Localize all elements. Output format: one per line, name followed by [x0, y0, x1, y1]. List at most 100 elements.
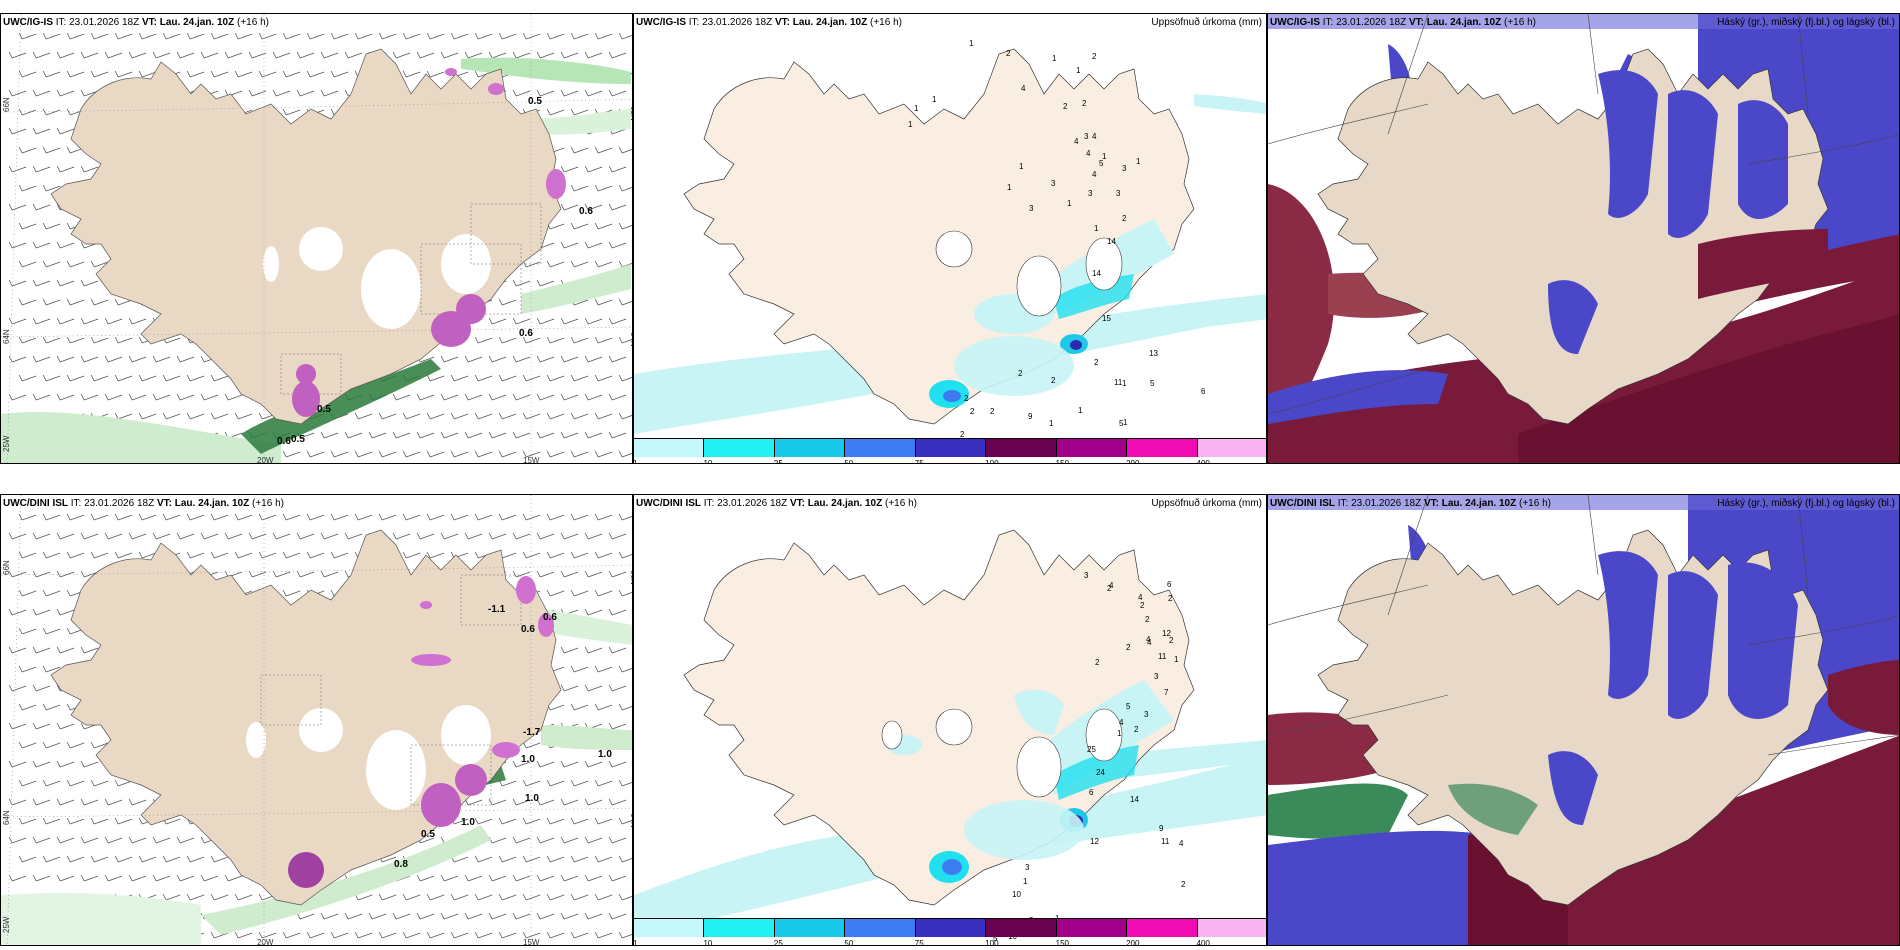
wind-barb [512, 51, 531, 59]
wind-barb [608, 646, 627, 654]
wind-barb [8, 760, 27, 768]
wind-barb [426, 551, 445, 559]
lon-label-20w: 20W [257, 938, 274, 946]
colorbar-tick-label: 1 [633, 459, 638, 464]
colorbar-tick-label: 75 [914, 459, 924, 464]
wind-barb [114, 779, 133, 787]
wind-barb [8, 608, 27, 616]
wind-barb [546, 551, 565, 559]
wind-barb [594, 513, 613, 521]
wind-barb [594, 336, 613, 344]
wind-barb [8, 836, 27, 844]
precip-value-label: 2 [1134, 725, 1139, 734]
wind-barb [8, 317, 27, 325]
wind-label: -1.7 [523, 727, 541, 738]
wind-barb [42, 741, 61, 749]
colorbar-tick-label: 50 [844, 459, 854, 464]
colorbar-tick-label: 50 [844, 939, 854, 946]
wind-barb [536, 393, 555, 401]
precip-value-label: 2 [960, 430, 965, 439]
wind-barb [296, 532, 315, 540]
wind-barb [66, 513, 85, 521]
wind-barb [608, 836, 627, 844]
wind-barb [210, 893, 229, 901]
precip-value-label: 6 [1201, 387, 1206, 396]
panel-cloud-dini: UWC/DINI ISL IT: 23.01.2026 18Z VT: Lau.… [1267, 494, 1900, 946]
wind-barb [114, 70, 133, 78]
wind-barb [608, 798, 627, 806]
wind-barb [56, 532, 75, 540]
wind-barb [272, 570, 291, 578]
wind-barb [18, 146, 37, 154]
wind-barb [584, 646, 603, 654]
wind-barb [320, 532, 339, 540]
precip-value-label: 1 [914, 104, 919, 113]
wind-barb [474, 817, 493, 825]
wind-label: -1.1 [488, 604, 506, 615]
wind-barb [56, 760, 75, 768]
wind-barb [18, 222, 37, 230]
precip-value-label: 2 [1140, 601, 1145, 610]
wind-barb [272, 89, 291, 97]
wind-barb [560, 317, 579, 325]
wind-barb [560, 836, 579, 844]
wind-barb [570, 336, 589, 344]
wind-barb [104, 798, 123, 806]
wind-barb [584, 393, 603, 401]
wind-barb [618, 412, 632, 420]
wind-barb [8, 393, 27, 401]
precip-value-label: 1 [908, 120, 913, 129]
wind-barb [104, 836, 123, 844]
wind-barb [570, 513, 589, 521]
wind-barb [32, 127, 51, 135]
wind-barb [426, 70, 445, 78]
colorbar-tick-label: 10 [703, 459, 713, 464]
wind-barb [8, 874, 27, 882]
precip-value-label: 2 [1018, 369, 1023, 378]
wind-barb [570, 32, 589, 40]
wind-barb [344, 51, 363, 59]
wind-barb [8, 89, 27, 97]
wind-barb [594, 260, 613, 268]
wind-barb [560, 760, 579, 768]
wind-barb [330, 70, 349, 78]
wind-barb [594, 703, 613, 711]
wind-barb [570, 146, 589, 154]
wind-barb [608, 89, 627, 97]
colorbar-tick-label: 400 [1196, 939, 1210, 946]
wind-barb [104, 393, 123, 401]
colorbar-swatch: 75 [915, 919, 987, 945]
wind-barb [536, 570, 555, 578]
colorbar-tick-label: 100 [985, 459, 999, 464]
wind-barb [306, 32, 325, 40]
panel-title-right: Háský (gr.), miðský (fj.bl.) og lágský (… [1717, 498, 1895, 509]
lat-label-66n-right: 66N [629, 106, 633, 121]
precip-value-label: 1 [1117, 729, 1122, 738]
wind-barb [522, 450, 541, 458]
wind-barb [618, 931, 632, 939]
wind-barb [608, 874, 627, 882]
wind-barb [42, 817, 61, 825]
wind-barb [618, 450, 632, 458]
wind-barb [474, 336, 493, 344]
panel-header: UWC/IG-IS IT: 23.01.2026 18Z VT: Lau. 24… [636, 17, 902, 28]
wind-barb [42, 108, 61, 116]
wind-barb [8, 722, 27, 730]
wind-barb [618, 184, 632, 192]
wind-barb [282, 32, 301, 40]
wind-barb [306, 551, 325, 559]
wind-barb [104, 317, 123, 325]
wind-barb [474, 513, 493, 521]
wind-barb [594, 412, 613, 420]
wind-barb [210, 931, 229, 939]
map-cloud-dini [1268, 495, 1899, 945]
precip-value-label: 12 [1090, 837, 1099, 846]
wind-barb [162, 513, 181, 521]
wind-barb [32, 608, 51, 616]
wind-barb [416, 431, 435, 439]
wind-barb [80, 874, 99, 882]
lat-lon-grid [1268, 495, 1899, 756]
precip-value-label: 1 [1136, 157, 1141, 166]
wind-barb [320, 912, 339, 920]
wind-barb [80, 279, 99, 287]
